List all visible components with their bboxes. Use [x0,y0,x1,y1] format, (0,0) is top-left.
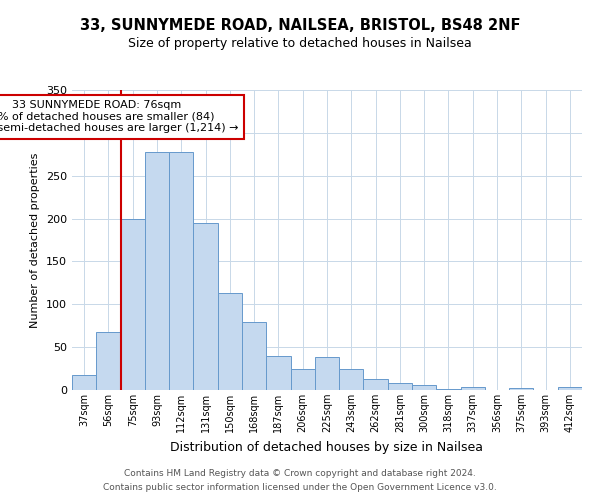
Bar [121,218,145,390]
Bar [315,358,339,390]
Text: Contains public sector information licensed under the Open Government Licence v3: Contains public sector information licen… [103,484,497,492]
Text: Size of property relative to detached houses in Nailsea: Size of property relative to detached ho… [128,38,472,51]
Bar [145,152,169,390]
Bar [193,223,218,390]
Bar [72,376,96,390]
Bar [509,388,533,390]
Bar [436,389,461,390]
X-axis label: Distribution of detached houses by size in Nailsea: Distribution of detached houses by size … [170,440,484,454]
Text: 33, SUNNYMEDE ROAD, NAILSEA, BRISTOL, BS48 2NF: 33, SUNNYMEDE ROAD, NAILSEA, BRISTOL, BS… [80,18,520,32]
Bar [169,152,193,390]
Bar [266,356,290,390]
Y-axis label: Number of detached properties: Number of detached properties [31,152,40,328]
Bar [218,293,242,390]
Bar [242,322,266,390]
Bar [290,368,315,390]
Bar [96,332,121,390]
Bar [558,388,582,390]
Text: Contains HM Land Registry data © Crown copyright and database right 2024.: Contains HM Land Registry data © Crown c… [124,468,476,477]
Bar [461,388,485,390]
Text: 33 SUNNYMEDE ROAD: 76sqm
← 6% of detached houses are smaller (84)
93% of semi-de: 33 SUNNYMEDE ROAD: 76sqm ← 6% of detache… [0,100,238,134]
Bar [364,379,388,390]
Bar [388,383,412,390]
Bar [412,385,436,390]
Bar [339,368,364,390]
